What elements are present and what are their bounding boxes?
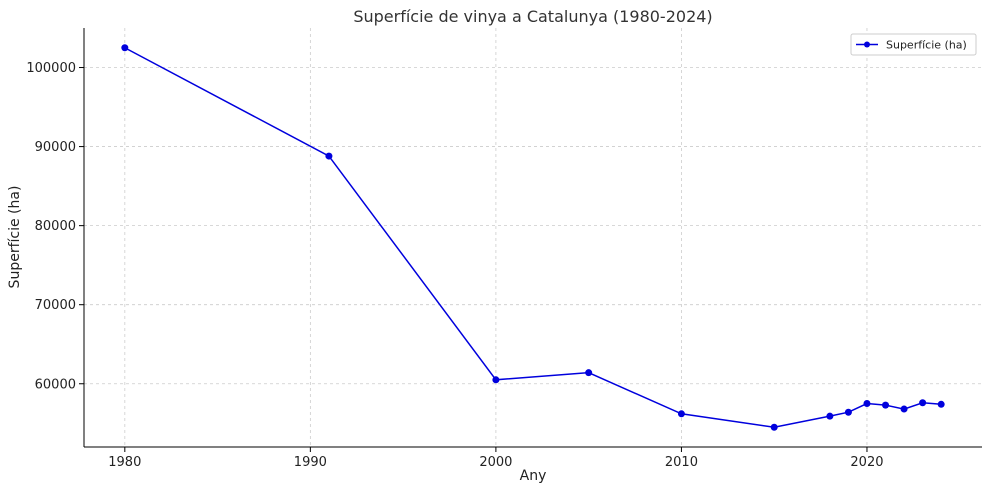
data-point xyxy=(585,369,593,377)
data-point xyxy=(677,410,685,418)
axes xyxy=(83,28,982,448)
data-point xyxy=(900,405,908,413)
y-tick-label: 80000 xyxy=(35,219,76,234)
y-tick-label: 70000 xyxy=(35,298,76,313)
y-axis-title: Superfície (ha) xyxy=(7,186,23,289)
series-group xyxy=(121,44,945,431)
x-tick-label: 1980 xyxy=(108,455,141,470)
chart-title: Superfície de vinya a Catalunya (1980-20… xyxy=(353,7,712,26)
legend-label: Superfície (ha) xyxy=(886,39,967,52)
data-point xyxy=(844,408,852,416)
x-ticks: 1980 1990 2000 2010 2020 xyxy=(108,447,884,470)
data-point xyxy=(121,44,129,52)
x-tick-label: 2020 xyxy=(850,455,883,470)
data-point xyxy=(826,412,834,420)
y-ticks: 60000 70000 80000 90000 100000 xyxy=(26,61,84,392)
data-point xyxy=(863,400,871,408)
x-tick-label: 2010 xyxy=(665,455,698,470)
legend-marker-swatch xyxy=(864,41,870,48)
data-point xyxy=(325,152,333,160)
y-tick-label: 90000 xyxy=(35,140,76,155)
data-point xyxy=(919,399,927,407)
legend: Superfície (ha) xyxy=(850,33,977,56)
x-tick-label: 1990 xyxy=(294,455,327,470)
data-point xyxy=(492,376,500,384)
x-tick-label: 2000 xyxy=(479,455,512,470)
x-axis-title: Any xyxy=(520,468,547,484)
y-tick-label: 100000 xyxy=(26,61,76,76)
data-point xyxy=(882,401,890,409)
legend-box xyxy=(850,33,977,56)
data-point xyxy=(937,400,945,408)
y-tick-label: 60000 xyxy=(35,377,76,392)
data-point xyxy=(770,423,778,431)
